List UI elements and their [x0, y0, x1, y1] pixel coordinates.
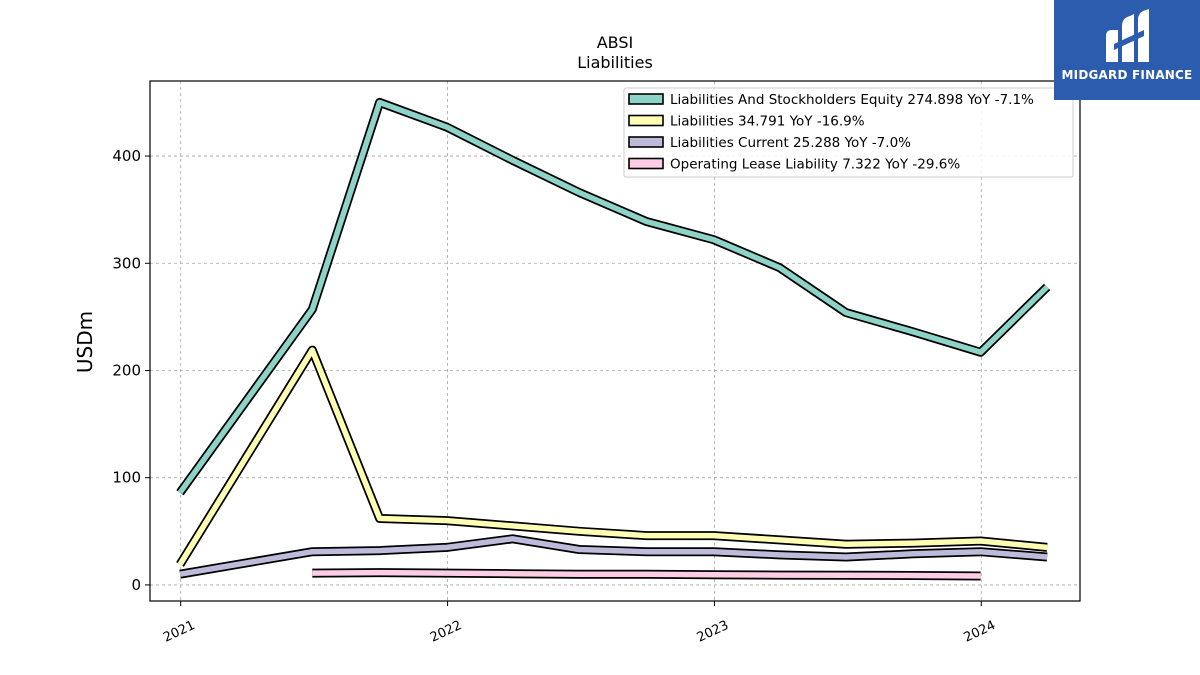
plot-frame — [149, 80, 1081, 602]
legend: Liabilities And Stockholders Equity 274.… — [623, 87, 1074, 178]
legend-label: Liabilities Current 25.288 YoY -7.0% — [670, 135, 911, 151]
y-tick-label: 100 — [112, 469, 141, 487]
y-axis-label: USDm — [73, 311, 97, 373]
legend-label: Operating Lease Liability 7.322 YoY -29.… — [670, 157, 960, 173]
chart-title: ABSI — [597, 33, 634, 52]
x-tick-label: 2023 — [695, 618, 731, 646]
series-line-liabilities — [177, 347, 1048, 566]
y-tick-label: 200 — [112, 361, 141, 379]
chart-subtitle: Liabilities — [577, 53, 653, 72]
x-tick-label: 2024 — [962, 618, 998, 646]
series-layer — [176, 97, 1051, 581]
midgard-logo-icon — [1106, 9, 1149, 62]
legend-swatch — [628, 93, 664, 105]
y-tick-label: 400 — [112, 147, 141, 165]
x-tick-label: 2022 — [428, 618, 464, 646]
series-line-liabilities-and-stockholders-equity — [177, 99, 1050, 495]
legend-box — [623, 87, 1074, 178]
legend-label: Liabilities And Stockholders Equity 274.… — [670, 92, 1034, 108]
y-tick-label: 0 — [131, 576, 141, 594]
brand-name: MIDGARD FINANCE — [1061, 68, 1193, 82]
x-tick-label: 2021 — [161, 618, 197, 646]
brand-logo: MIDGARD FINANCE — [1054, 0, 1200, 100]
legend-swatch — [628, 114, 664, 127]
series-line-liabilities-current — [179, 536, 1048, 577]
y-tick-label: 300 — [112, 254, 141, 272]
series-line-operating-lease-liability — [312, 569, 981, 579]
legend-swatch — [628, 157, 664, 170]
legend-swatch — [628, 136, 664, 148]
legend-label: Liabilities 34.791 YoY -16.9% — [670, 114, 865, 130]
